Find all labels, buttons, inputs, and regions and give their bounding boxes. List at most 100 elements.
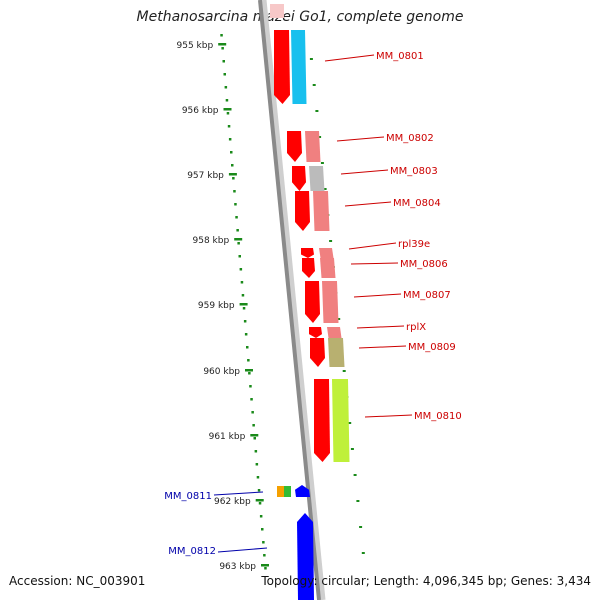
track-guide-dot	[348, 422, 352, 424]
gene-label[interactable]: rpl39e	[398, 239, 430, 250]
gene-arrow-rplX[interactable]	[309, 327, 322, 338]
gene-label-leader	[353, 293, 402, 298]
track-guide-dot	[312, 84, 316, 86]
gene-label[interactable]: MM_0809	[408, 342, 456, 353]
ruler-dot	[243, 320, 247, 323]
ruler-dot	[228, 138, 232, 141]
gene-label-leader	[213, 491, 264, 496]
ruler-dot	[251, 411, 254, 414]
track-guide-dot	[329, 240, 333, 242]
track-guide-dot	[342, 370, 346, 372]
gene-track-MM_0802	[305, 131, 321, 162]
genes	[270, 4, 350, 600]
gene-track-MM_0810	[332, 379, 350, 462]
gene-label[interactable]: MM_0802	[386, 133, 434, 144]
ruler-tick-label: 956 kbp	[182, 106, 219, 116]
backbone	[258, 0, 326, 600]
ruler-tick	[245, 369, 253, 372]
ruler-dot	[252, 424, 255, 427]
gene-track-MM_0804	[313, 191, 330, 231]
ruler-dot	[240, 281, 244, 284]
ruler-tick-label: 961 kbp	[209, 432, 246, 442]
track-guide-dot	[361, 552, 365, 554]
gene-track-MM_0803	[309, 166, 325, 191]
track-guide-dot	[337, 318, 341, 320]
gene-track-MM_0809	[328, 338, 345, 367]
ruler-tick-label: 957 kbp	[187, 171, 224, 181]
gene-arrow-MM_0810[interactable]	[314, 379, 330, 462]
ruler-dot	[259, 515, 263, 518]
ruler-dot	[230, 151, 233, 154]
ruler-dot	[234, 203, 237, 206]
gene-track-rplX	[327, 327, 342, 338]
ruler-dot	[232, 177, 235, 180]
gene-track-MM_0807	[322, 281, 339, 323]
ruler-tick	[234, 238, 243, 241]
ruler-dot	[223, 73, 226, 76]
ruler-tick	[218, 43, 227, 46]
gene-arrow-MM_0812[interactable]	[297, 513, 314, 600]
gene-track-MM_0811-secondary	[284, 486, 291, 497]
gene-label[interactable]: MM_0804	[393, 198, 441, 209]
genome-summary: Topology: circular; Length: 4,096,345 bp…	[261, 574, 591, 588]
gene-label-leader	[358, 345, 407, 349]
gene-arrow-rpl39e[interactable]	[301, 248, 314, 258]
track-guide-dot	[320, 162, 324, 164]
gene-label-leader	[217, 547, 268, 553]
gene-arrow-MM_0807[interactable]	[305, 281, 320, 323]
ruler-dot	[235, 216, 238, 219]
gene-label[interactable]: MM_0801	[376, 51, 424, 62]
ruler-dot	[254, 450, 258, 453]
genome-title: Methanosarcina mazei Go1, complete genom…	[136, 9, 464, 25]
gene-arrow-MM_0803[interactable]	[292, 166, 306, 191]
ruler-tick	[261, 564, 269, 567]
track-guide-dot	[309, 58, 313, 60]
gene-label[interactable]: rplX	[406, 322, 426, 333]
gene-arrow-MM_0811[interactable]	[295, 485, 310, 497]
gene-track-rpl39e	[319, 248, 334, 258]
ruler: 955 kbp 956 kbp 957 kbp 958 kbp 959 kbp 960 k…	[177, 34, 365, 572]
ruler-dot	[244, 333, 248, 336]
ruler-dot	[261, 528, 264, 531]
ruler-dot	[248, 372, 251, 375]
ruler-dot	[262, 541, 265, 544]
backbone-shadow	[259, 0, 326, 600]
ruler-dot	[242, 307, 246, 310]
ruler-dot	[246, 346, 249, 349]
gene-label[interactable]: MM_0806	[400, 259, 448, 270]
gene-arrow-MM_0809[interactable]	[310, 338, 325, 367]
gene-label-leader	[336, 136, 385, 142]
ruler-dot	[233, 190, 236, 193]
gene-arrow-MM_0806[interactable]	[302, 258, 315, 278]
ruler-tick	[228, 173, 237, 176]
ruler-tick-label: 960 kbp	[203, 367, 240, 377]
ruler-tick	[250, 434, 259, 437]
gene-label[interactable]: MM_0807	[403, 290, 451, 301]
ruler-dot	[256, 476, 260, 479]
ruler-dot	[221, 47, 224, 50]
gene-label[interactable]: MM_0810	[414, 411, 462, 422]
track-guide-dot	[318, 136, 322, 138]
ruler-dot	[241, 294, 245, 297]
gene-label[interactable]: MM_0803	[390, 166, 438, 177]
ruler-dot	[263, 554, 266, 557]
gene-labels: MM_0801 MM_0802 MM_0803 MM_0804 rpl39e MM_080…	[164, 51, 461, 557]
ruler-dot	[249, 385, 252, 388]
gene-label-leader	[350, 262, 399, 265]
ruler-dot	[236, 229, 239, 232]
ruler-dot	[226, 112, 230, 115]
gene-arrow-MM_0801[interactable]	[274, 30, 290, 104]
ruler-dot	[220, 34, 223, 37]
gene-arrow-MM_0802[interactable]	[287, 131, 302, 162]
gene-track-MM_0806	[320, 258, 336, 278]
ruler-dot	[253, 437, 256, 440]
gene-arrow-MM_0804[interactable]	[295, 191, 310, 231]
gene-label[interactable]: MM_0812	[168, 546, 216, 557]
ruler-dot	[250, 398, 253, 401]
ruler-dot	[255, 463, 259, 466]
track-guide-dot	[315, 110, 319, 112]
gene-label[interactable]: MM_0811	[164, 491, 212, 502]
ruler-tick-label: 955 kbp	[177, 41, 214, 51]
ruler-dot	[247, 359, 250, 362]
